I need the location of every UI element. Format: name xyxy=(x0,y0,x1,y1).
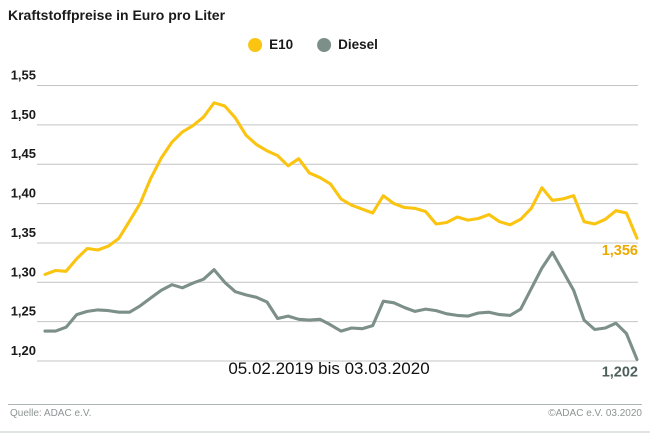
y-axis-tick-label: 1,55 xyxy=(11,68,36,83)
footer-copyright: ©ADAC e.V. 03.2020 xyxy=(548,408,642,419)
y-axis-tick-label: 1,40 xyxy=(11,186,36,201)
y-axis-tick-label: 1,25 xyxy=(11,304,36,319)
legend-label-diesel: Diesel xyxy=(338,37,378,52)
chart-title: Kraftstoffpreise in Euro pro Liter xyxy=(8,7,226,23)
e10-line xyxy=(43,101,639,276)
legend-item-e10: E10 xyxy=(248,37,293,52)
y-axis-tick-label: 1,30 xyxy=(11,264,36,279)
legend-label-e10: E10 xyxy=(269,37,294,52)
x-axis-range-label: 05.02.2019 bis 03.03.2020 xyxy=(228,359,430,378)
bottom-edge-line xyxy=(0,431,650,433)
footer: Quelle: ADAC e.V. ©ADAC e.V. 03.2020 xyxy=(10,408,642,419)
legend: E10 Diesel xyxy=(248,37,378,52)
diesel-line xyxy=(43,250,639,361)
e10-end-value-label: 1,356 xyxy=(602,243,638,259)
y-axis-tick-label: 1,35 xyxy=(11,225,36,240)
legend-item-diesel: Diesel xyxy=(317,37,378,52)
diesel-end-value-label: 1,202 xyxy=(602,364,638,380)
y-axis-tick-label: 1,45 xyxy=(11,146,36,161)
e10-swatch-icon xyxy=(248,37,263,52)
y-axis-tick-label: 1,50 xyxy=(11,107,36,122)
footer-source: Quelle: ADAC e.V. xyxy=(10,408,92,419)
y-axis-tick-label: 1,20 xyxy=(11,343,36,358)
diesel-swatch-icon xyxy=(317,37,332,52)
footer-divider xyxy=(8,404,642,405)
